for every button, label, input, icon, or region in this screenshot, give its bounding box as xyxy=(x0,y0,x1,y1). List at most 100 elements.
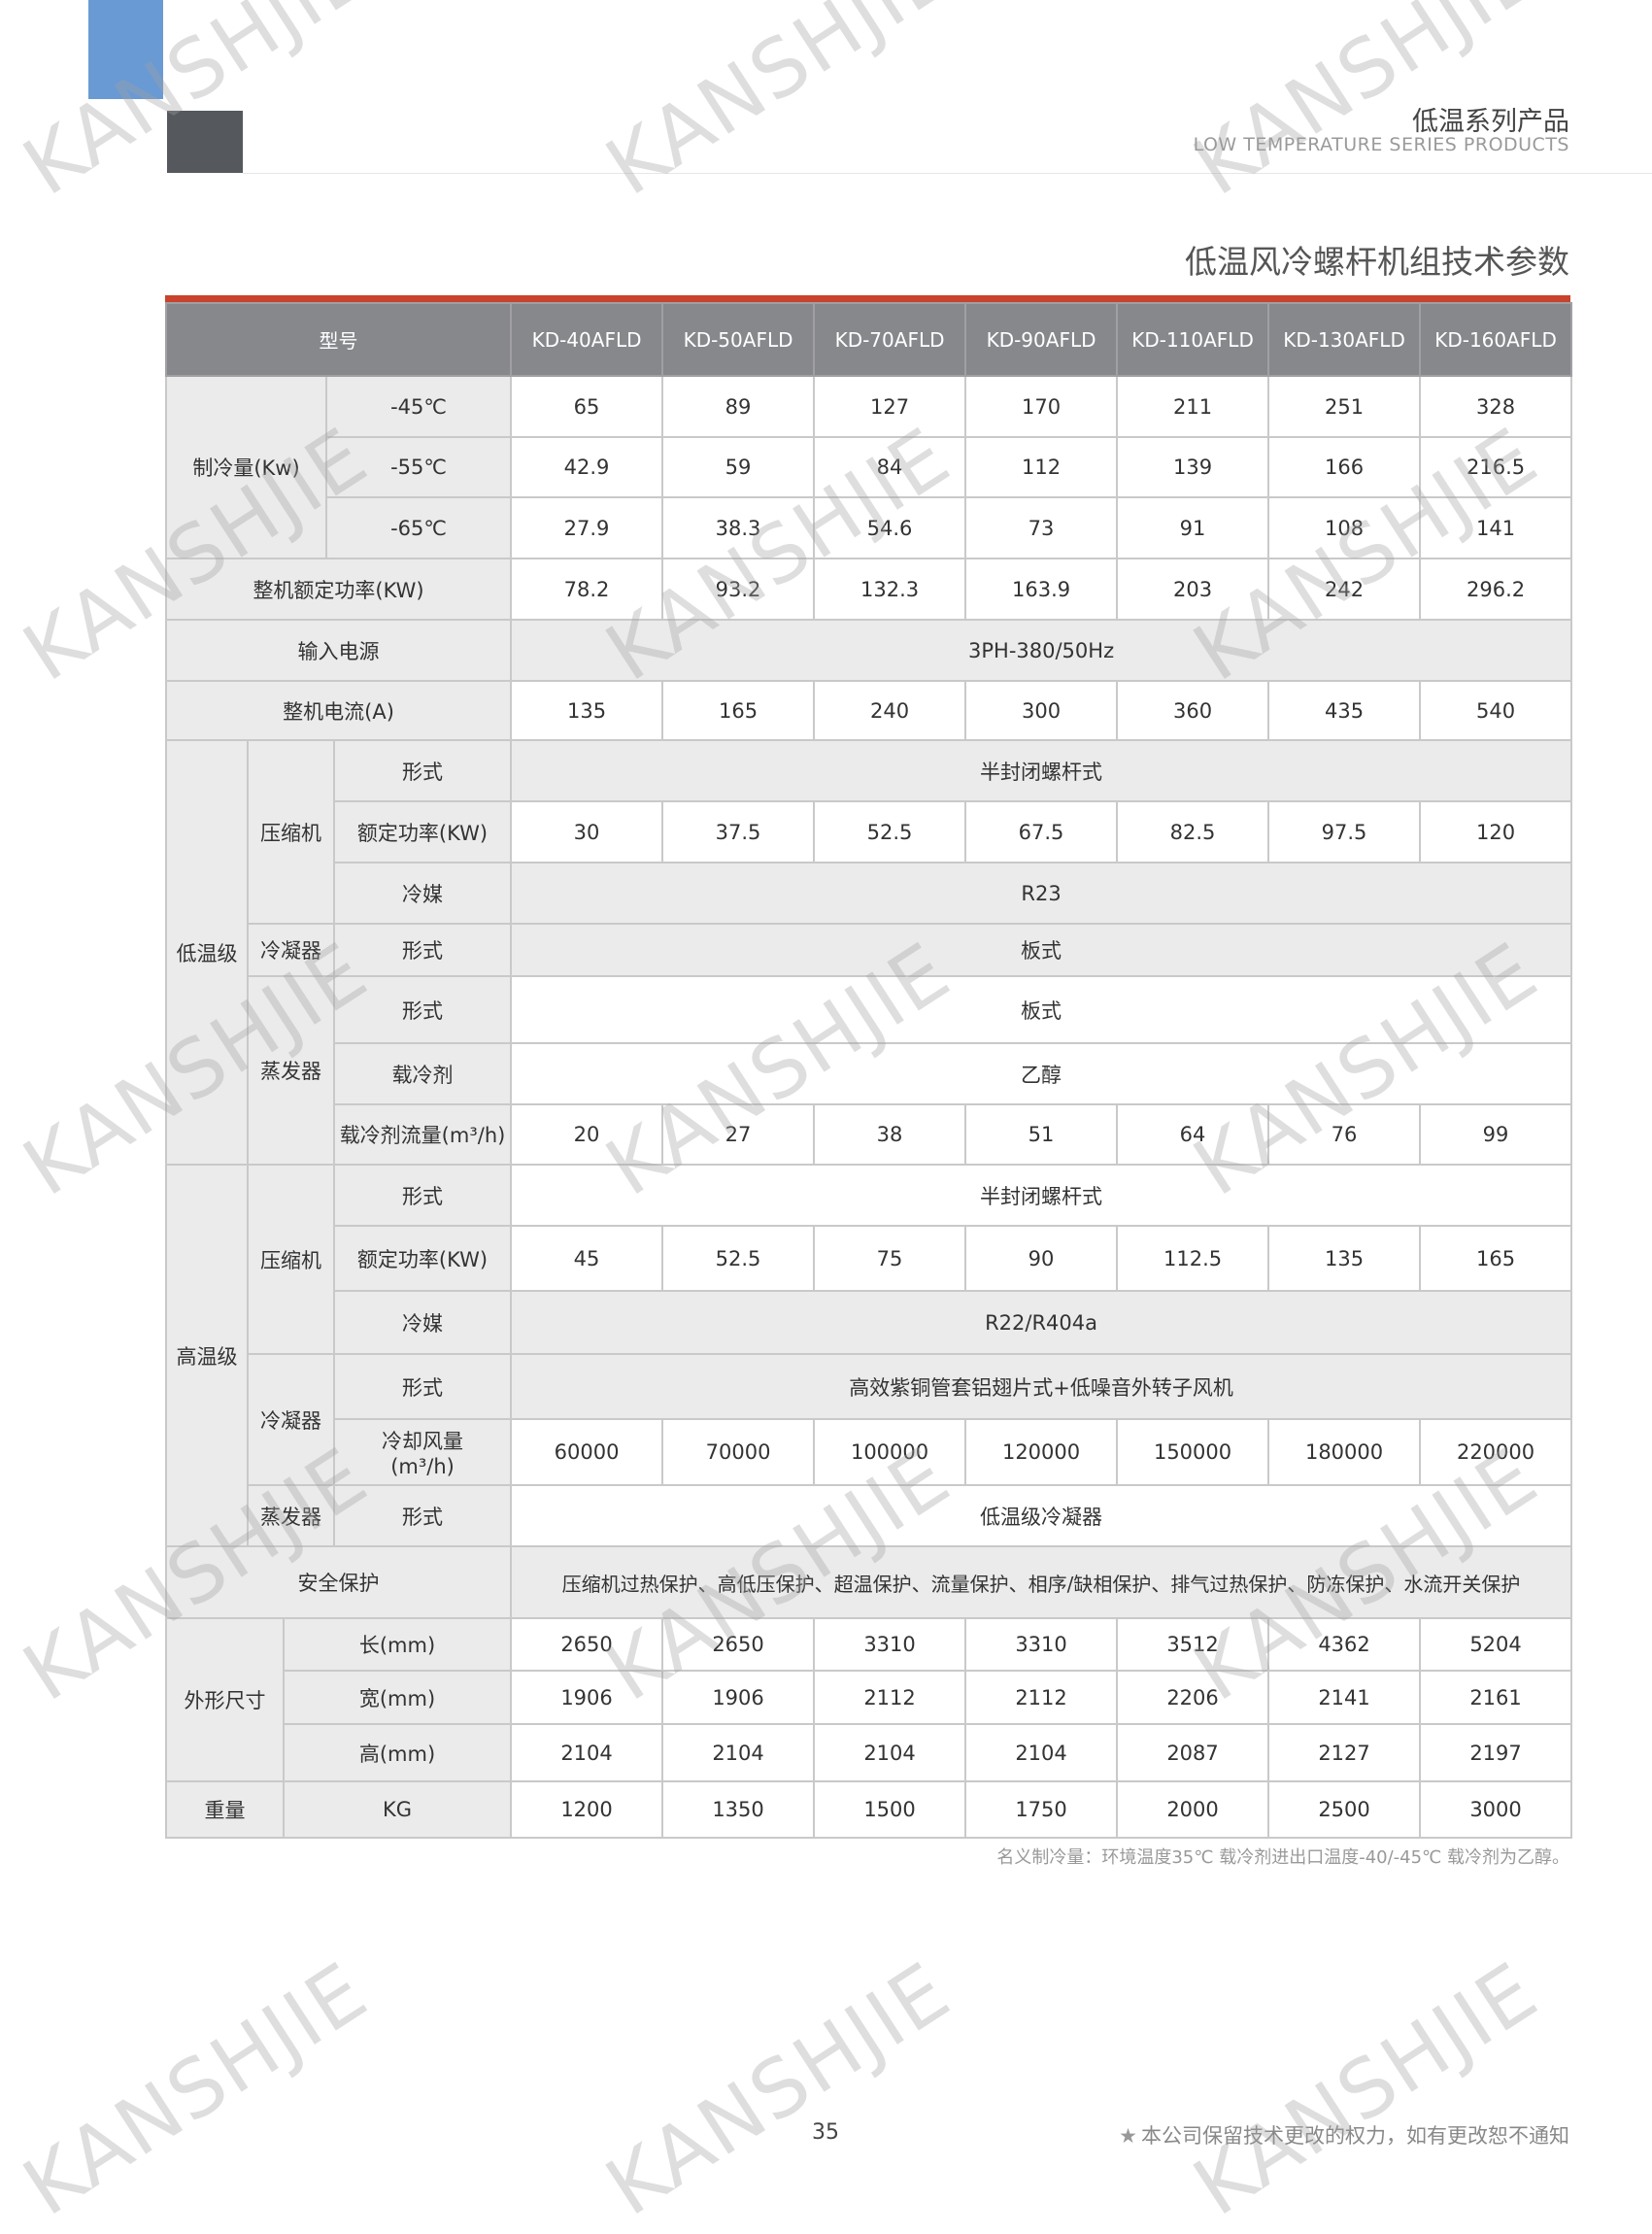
value-cell: 3310 xyxy=(964,1617,1119,1672)
value-cell: 1500 xyxy=(813,1780,967,1839)
table-row: 蒸发器 形式 板式 xyxy=(166,975,1573,1166)
value-cell: 1350 xyxy=(661,1780,816,1839)
value-cell: 296.2 xyxy=(1419,558,1573,621)
group-label: 冷凝器 xyxy=(247,1353,335,1486)
merged-value: R22/R404a xyxy=(510,1290,1573,1355)
value-cell: 165 xyxy=(661,680,816,741)
value-cell: 435 xyxy=(1267,680,1422,741)
value-cell: 242 xyxy=(1267,558,1422,621)
value-cell: 203 xyxy=(1116,558,1270,621)
value-cell: 108 xyxy=(1267,496,1422,559)
value-cell: 163.9 xyxy=(964,558,1119,621)
value-cell: 2650 xyxy=(510,1617,664,1672)
value-cell: 220000 xyxy=(1419,1418,1573,1486)
row-label: 输入电源 xyxy=(164,619,513,682)
value-cell: 45 xyxy=(510,1225,664,1292)
merged-value: 半封闭螺杆式 xyxy=(510,739,1573,802)
value-cell: 112.5 xyxy=(1116,1225,1270,1292)
value-cell: 99 xyxy=(1419,1103,1573,1166)
value-cell: 27.9 xyxy=(510,496,664,559)
merged-value: 板式 xyxy=(510,975,1573,1044)
value-cell: 166 xyxy=(1267,436,1422,498)
table-row: 冷媒 R22/R404a xyxy=(166,1290,1573,1355)
table-row: 高(mm) 2104 2104 2104 2104 2087 2127 2197 xyxy=(166,1723,1573,1782)
value-cell: 1906 xyxy=(661,1670,816,1725)
value-cell: 64 xyxy=(1116,1103,1270,1166)
row-sublabel: -65℃ xyxy=(324,496,513,559)
value-cell: 59 xyxy=(661,436,816,498)
model-column-header: KD-40AFLD xyxy=(510,302,664,377)
row-sublabel: 冷却风量 (m³/h) xyxy=(332,1418,513,1486)
value-cell: 2087 xyxy=(1116,1723,1270,1782)
value-cell: 2206 xyxy=(1116,1670,1270,1725)
value-cell: 170 xyxy=(964,375,1119,438)
value-cell: 120 xyxy=(1419,800,1573,863)
group-label: 蒸发器 xyxy=(247,975,335,1166)
value-cell: 2500 xyxy=(1267,1780,1422,1839)
row-sublabel: 额定功率(KW) xyxy=(332,800,513,863)
value-cell: 75 xyxy=(813,1225,967,1292)
value-cell: 2112 xyxy=(964,1670,1119,1725)
watermark: KANSHJIE xyxy=(1178,1945,1555,2234)
row-sublabel: -55℃ xyxy=(324,436,513,498)
watermark: KANSHJIE xyxy=(8,0,385,214)
value-cell: 328 xyxy=(1419,375,1573,438)
brand-block-blue xyxy=(88,0,163,99)
value-cell: 180000 xyxy=(1267,1418,1422,1486)
value-cell: 132.3 xyxy=(813,558,967,621)
footnote: 名义制冷量：环境温度35℃ 载冷剂进出口温度-40/-45℃ 载冷剂为乙醇。 xyxy=(996,1847,1569,1868)
value-cell: 135 xyxy=(1267,1225,1422,1292)
table-row: -65℃ 27.9 38.3 54.6 73 91 108 141 xyxy=(166,496,1573,559)
table-row: 高温级 压缩机 形式 半封闭螺杆式 xyxy=(165,1164,1573,1547)
value-cell: 100000 xyxy=(813,1418,967,1486)
value-cell: 2104 xyxy=(813,1723,967,1782)
value-cell: 97.5 xyxy=(1267,800,1422,863)
merged-value: 板式 xyxy=(510,923,1573,977)
value-cell: 2104 xyxy=(964,1723,1119,1782)
model-column-header: KD-130AFLD xyxy=(1267,302,1422,377)
brand-block-dark xyxy=(167,111,243,173)
value-cell: 2161 xyxy=(1419,1670,1573,1725)
table-row: 蒸发器 形式 低温级冷凝器 xyxy=(166,1484,1573,1547)
row-label: 外形尺寸 xyxy=(165,1617,285,1782)
watermark: KANSHJIE xyxy=(8,1945,385,2234)
row-sublabel: 形式 xyxy=(332,1353,513,1420)
group-label: 压缩机 xyxy=(247,739,335,925)
table-row: 载冷剂流量(m³/h) 20 27 38 51 64 76 99 xyxy=(166,1103,1573,1166)
model-column-header: KD-160AFLD xyxy=(1419,302,1573,377)
table-row: 制冷量(Kw) -45℃ 65 89 127 170 211 251 328 xyxy=(165,375,1573,559)
table-row: 重量 KG 1200 1350 1500 1750 2000 2500 3000 xyxy=(165,1780,1573,1839)
row-label: 整机额定功率(KW) xyxy=(164,558,513,621)
table-row: 载冷剂 乙醇 xyxy=(166,1042,1573,1105)
table-row: 整机电流(A) 135 165 240 300 360 435 540 xyxy=(164,680,1573,741)
value-cell: 38.3 xyxy=(661,496,816,559)
row-sublabel: 形式 xyxy=(332,1484,513,1547)
rights-notice-text: 本公司保留技术更改的权力，如有更改恕不通知 xyxy=(1141,2124,1569,2148)
merged-value: 乙醇 xyxy=(510,1042,1573,1105)
value-cell: 1200 xyxy=(510,1780,664,1839)
value-cell: 2104 xyxy=(661,1723,816,1782)
page-number: 35 xyxy=(812,2120,839,2145)
value-cell: 216.5 xyxy=(1419,436,1573,498)
value-cell: 211 xyxy=(1116,375,1270,438)
value-cell: 3512 xyxy=(1116,1617,1270,1672)
value-cell: 135 xyxy=(510,680,664,741)
table-accent-bar xyxy=(165,295,1570,302)
table-row: 安全保护 压缩机过热保护、高低压保护、超温保护、流量保护、相序/缺相保护、排气过热… xyxy=(164,1545,1573,1619)
value-cell: 91 xyxy=(1116,496,1270,559)
value-cell: 540 xyxy=(1419,680,1573,741)
value-cell: 89 xyxy=(661,375,816,438)
value-cell: 2127 xyxy=(1267,1723,1422,1782)
row-sublabel: -45℃ xyxy=(324,375,513,438)
value-cell: 141 xyxy=(1419,496,1573,559)
value-cell: 5204 xyxy=(1419,1617,1573,1672)
table-row: 整机额定功率(KW) 78.2 93.2 132.3 163.9 203 242 296.2 xyxy=(164,558,1573,621)
section-label: 高温级 xyxy=(165,1164,249,1547)
merged-value: 低温级冷凝器 xyxy=(510,1484,1573,1547)
merged-value: 压缩机过热保护、高低压保护、超温保护、流量保护、相序/缺相保护、排气过热保护、防… xyxy=(510,1545,1573,1619)
table-row: 宽(mm) 1906 1906 2112 2112 2206 2141 2161 xyxy=(166,1670,1573,1725)
value-cell: 67.5 xyxy=(964,800,1119,863)
value-cell: 30 xyxy=(510,800,664,863)
merged-value: 高效紫铜管套铝翅片式+低噪音外转子风机 xyxy=(510,1353,1573,1420)
air-label-2: (m³/h) xyxy=(390,1455,455,1478)
